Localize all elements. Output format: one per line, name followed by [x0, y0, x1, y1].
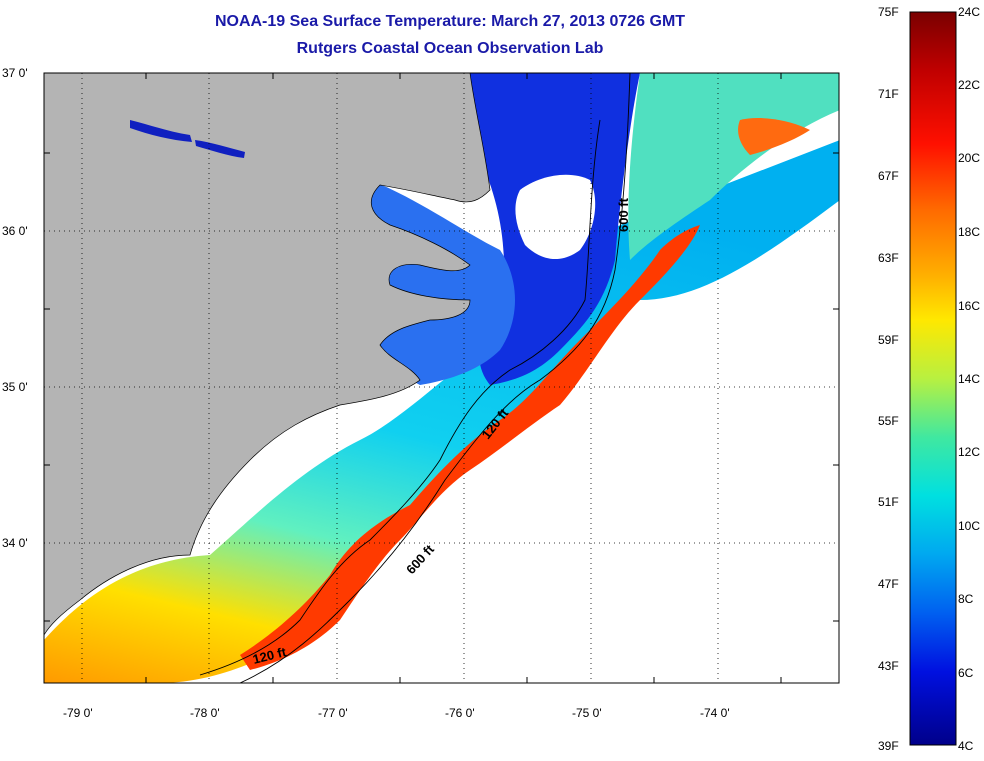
map-subtitle: Rutgers Coastal Ocean Observation Lab — [296, 40, 604, 57]
land-mass — [44, 73, 491, 636]
colorbar-c-label: 10C — [958, 519, 981, 533]
lon-label: -79 0' — [63, 706, 93, 720]
isobath-600ft-line — [239, 73, 631, 683]
map-title: NOAA-19 Sea Surface Temperature: March 2… — [214, 13, 686, 30]
lat-label: 34 0' — [2, 536, 28, 550]
gulf-stream-eddy — [738, 118, 810, 155]
offshore-cool-water — [628, 73, 839, 260]
colorbar-c-label: 6C — [958, 666, 974, 680]
lat-label: 37 0' — [2, 66, 28, 80]
colorbar-c-label: 18C — [958, 225, 981, 239]
river-inlet — [130, 120, 192, 142]
isobath-120ft-line — [199, 119, 601, 676]
lat-label: 35 0' — [2, 380, 28, 394]
lon-label: -75 0' — [572, 706, 602, 720]
map-frame — [43, 72, 840, 684]
colorbar-f-label: 43F — [878, 659, 899, 673]
river-inlet — [195, 140, 245, 158]
lon-label: -77 0' — [318, 706, 348, 720]
lon-label: -78 0' — [190, 706, 220, 720]
lon-label: -76 0' — [445, 706, 475, 720]
colorbar-c-label: 20C — [958, 151, 981, 165]
axis-ticks — [44, 73, 839, 683]
colorbar-c-label: 8C — [958, 592, 974, 606]
colorbar-f-label: 75F — [878, 5, 899, 19]
colorbar-f-label: 71F — [878, 87, 899, 101]
colorbar-f-label: 63F — [878, 251, 899, 265]
colorbar-c-label: 16C — [958, 299, 981, 313]
coastal-water — [44, 140, 839, 683]
colorbar-c-label: 12C — [958, 445, 981, 459]
colorbar-c-label: 14C — [958, 372, 981, 386]
colorbar-c-label: 22C — [958, 78, 981, 92]
colorbar-gradient — [909, 11, 957, 746]
lat-label: 36 0' — [2, 224, 28, 238]
colorbar-f-label: 55F — [878, 414, 899, 428]
colorbar-f-label: 59F — [878, 333, 899, 347]
colorbar-c-label: 4C — [958, 739, 974, 753]
colorbar-f-label: 67F — [878, 169, 899, 183]
cloud-patch — [515, 174, 596, 260]
colorbar-f-label: 47F — [878, 577, 899, 591]
contour-label: 600 ft — [616, 197, 631, 232]
colorbar-f-label: 39F — [878, 739, 899, 753]
colorbar-f-label: 51F — [878, 495, 899, 509]
graticule — [44, 73, 839, 683]
colorbar-c-label: 24C — [958, 5, 981, 19]
lon-label: -74 0' — [700, 706, 730, 720]
